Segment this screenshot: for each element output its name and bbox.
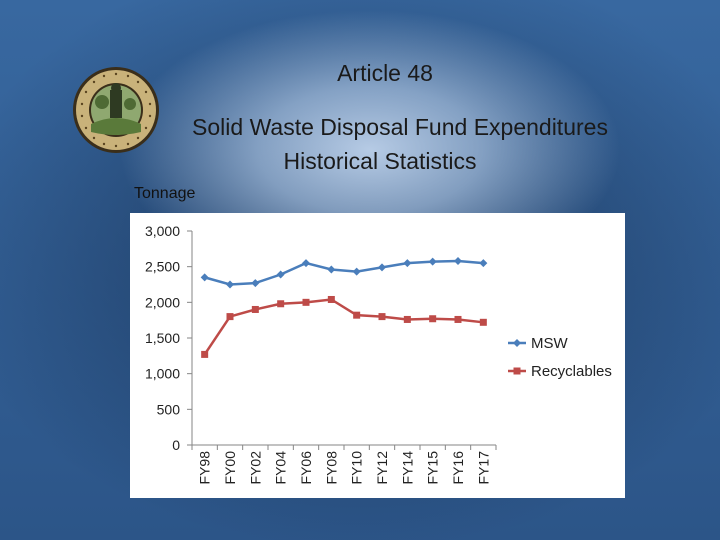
data-point xyxy=(302,298,310,306)
legend-marker xyxy=(513,367,521,375)
data-point xyxy=(276,270,285,279)
county-seal-logo xyxy=(73,67,159,153)
x-tick-label: FY12 xyxy=(374,451,390,485)
slide-subtitle-2: Historical Statistics xyxy=(283,148,477,174)
data-point xyxy=(327,265,336,274)
data-point xyxy=(428,257,437,266)
data-point xyxy=(429,315,437,323)
legend-label: MSW xyxy=(531,335,569,352)
x-tick-label: FY06 xyxy=(298,451,314,485)
y-tick-label: 0 xyxy=(172,437,180,453)
data-point xyxy=(200,273,209,282)
line-chart: 0 500 1,000 1,500 2,000 2,500 3,000 FY98 FY00 FY0… xyxy=(145,223,612,485)
x-tick-label: FY02 xyxy=(247,451,263,485)
y-tick-label: 3,000 xyxy=(145,223,180,239)
series-line-recyclables xyxy=(203,298,484,356)
data-point xyxy=(201,350,209,358)
x-tick-label: FY15 xyxy=(425,451,441,485)
data-point xyxy=(277,300,285,308)
data-point xyxy=(353,311,361,319)
y-tick-label: 2,500 xyxy=(145,259,180,275)
data-point xyxy=(403,315,411,323)
data-point xyxy=(454,315,462,323)
data-point xyxy=(378,313,386,321)
data-point xyxy=(378,263,386,272)
x-tick-label: FY16 xyxy=(450,451,466,485)
slide-subtitle: Solid Waste Disposal Fund Expenditures xyxy=(192,114,608,140)
legend-marker xyxy=(513,339,521,347)
data-point xyxy=(454,256,462,265)
data-point xyxy=(327,295,335,303)
data-point xyxy=(302,259,310,268)
units-label: Tonnage xyxy=(134,185,196,202)
y-tick-label: 1,500 xyxy=(145,330,180,346)
data-point xyxy=(226,313,234,321)
x-tick-label: FY04 xyxy=(273,451,289,485)
data-point xyxy=(352,267,361,276)
x-tick-label: FY98 xyxy=(197,451,213,485)
x-tick-label: FY17 xyxy=(475,451,491,485)
data-point xyxy=(251,305,259,313)
data-point xyxy=(479,318,487,326)
data-point xyxy=(403,259,412,268)
y-tick-label: 500 xyxy=(157,401,181,417)
slide-title: Article 48 xyxy=(337,60,433,86)
chart-panel: 0 500 1,000 1,500 2,000 2,500 3,000 FY98 FY00 FY0… xyxy=(130,213,625,498)
data-point xyxy=(251,279,260,288)
data-point xyxy=(479,259,488,268)
y-tick-label: 2,000 xyxy=(145,294,180,310)
x-tick-label: FY14 xyxy=(399,451,415,485)
y-tick-label: 1,000 xyxy=(145,366,180,382)
legend-label: Recyclables xyxy=(531,363,612,380)
x-tick-label: FY08 xyxy=(323,451,339,485)
series-line-msw xyxy=(204,259,484,286)
data-point xyxy=(226,280,234,289)
x-tick-label: FY00 xyxy=(222,451,238,485)
x-tick-label: FY10 xyxy=(349,451,365,485)
